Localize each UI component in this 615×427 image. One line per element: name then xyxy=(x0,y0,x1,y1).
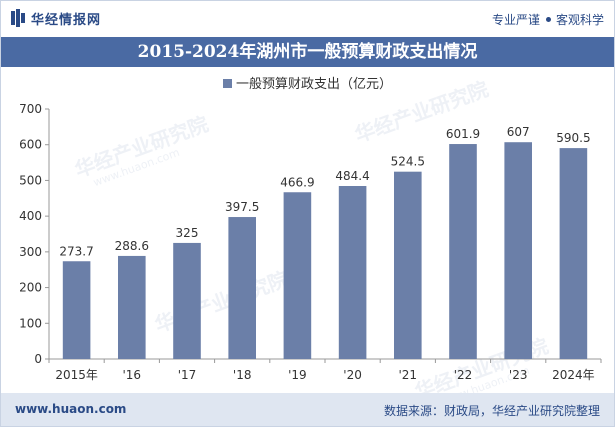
slogan-right: 客观科学 xyxy=(555,13,604,27)
header-bar: 华经情报网 专业严谨 客观科学 xyxy=(1,1,614,37)
bar xyxy=(283,192,312,359)
bullet-dot-icon xyxy=(545,17,551,22)
data-label: 524.5 xyxy=(391,155,425,169)
bar xyxy=(394,171,422,359)
y-tick-label: 200 xyxy=(19,281,42,295)
data-label: 607 xyxy=(507,125,530,139)
x-tick-label: '20 xyxy=(343,368,362,382)
legend-label: 一般预算财政支出（亿元） xyxy=(235,77,392,92)
y-tick-label: 100 xyxy=(19,316,42,330)
bar xyxy=(228,217,256,359)
x-tick-label: '21 xyxy=(399,368,418,382)
data-label: 397.5 xyxy=(225,200,259,214)
bar xyxy=(338,186,367,359)
chart-title: 2015-2024年湖州市一般预算财政支出情况 xyxy=(137,42,478,62)
slogan: 专业严谨 客观科学 xyxy=(492,11,604,28)
bar xyxy=(504,142,532,359)
data-label: 484.4 xyxy=(335,169,369,183)
slogan-left: 专业严谨 xyxy=(491,13,540,27)
footer-bar: www.huaon.com 数据来源：财政局，华经产业研究院整理 xyxy=(1,393,614,426)
bar xyxy=(559,148,588,359)
bar xyxy=(62,261,91,359)
bar xyxy=(173,242,201,359)
data-label: 288.6 xyxy=(115,239,149,253)
brand-name: 华经情报网 xyxy=(31,13,102,28)
x-tick-label: '16 xyxy=(123,368,142,382)
bar xyxy=(449,144,477,359)
y-tick-label: 0 xyxy=(34,352,42,366)
data-label: 466.9 xyxy=(280,175,314,189)
bar-chart: 0 100 200 300 400 500 600 700 273.7 2015年 288.6 '16… xyxy=(19,102,602,382)
y-tick-label: 500 xyxy=(19,173,42,187)
legend-swatch xyxy=(222,79,232,88)
logo-icon xyxy=(11,9,25,27)
y-tick-label: 300 xyxy=(19,245,42,259)
x-tick-label: 2024年 xyxy=(552,368,595,382)
data-label: 590.5 xyxy=(556,131,590,145)
x-tick-label: '22 xyxy=(454,368,473,382)
data-label: 273.7 xyxy=(59,244,93,258)
bar xyxy=(118,255,146,359)
data-label: 325 xyxy=(176,226,199,240)
footer-website: www.huaon.com xyxy=(15,402,127,416)
legend: 一般预算财政支出（亿元） xyxy=(1,73,614,92)
x-tick-label: '18 xyxy=(233,368,252,382)
title-band: 2015-2024年湖州市一般预算财政支出情况 xyxy=(1,37,614,67)
x-tick-label: 2015年 xyxy=(55,368,98,382)
x-tick-label: '23 xyxy=(509,368,528,382)
footer-source: 数据来源：财政局，华经产业研究院整理 xyxy=(383,404,600,418)
y-tick-label: 700 xyxy=(19,102,42,116)
data-label: 601.9 xyxy=(446,127,480,141)
x-tick-label: '17 xyxy=(178,368,197,382)
y-tick-label: 600 xyxy=(19,138,42,152)
x-tick-label: '19 xyxy=(288,368,307,382)
y-tick-label: 400 xyxy=(19,209,42,223)
